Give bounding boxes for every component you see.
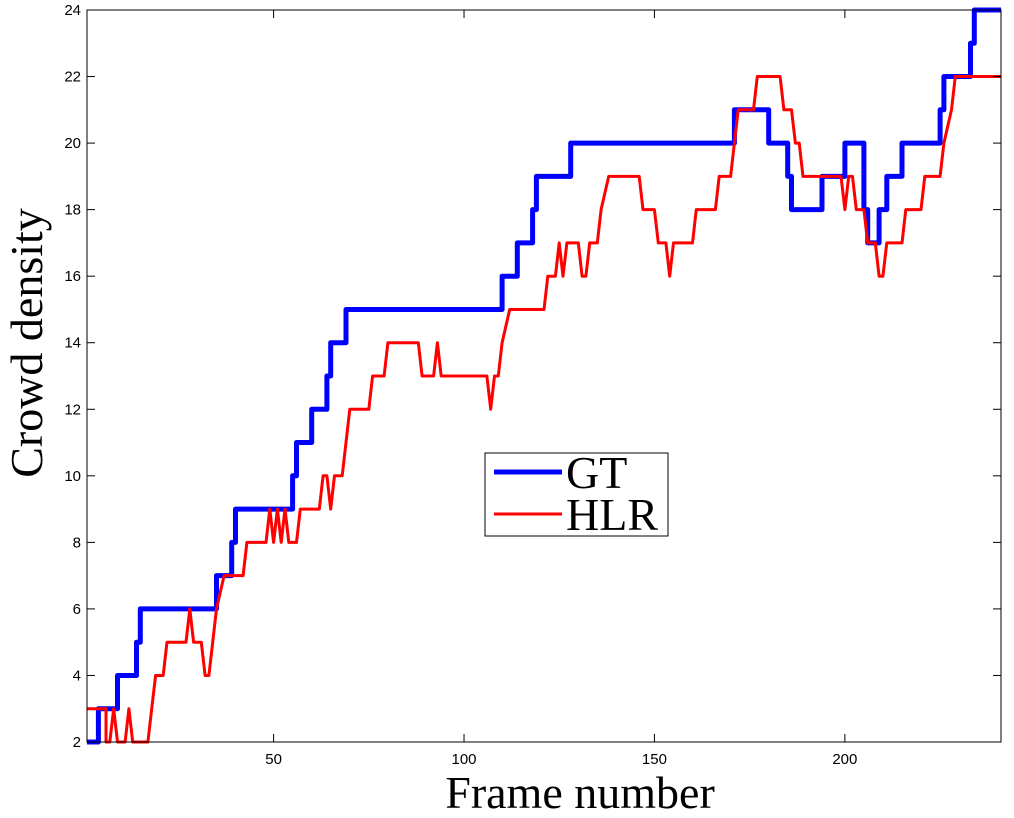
y-axis-title: Crowd density: [1, 208, 52, 478]
x-tick-label: 200: [832, 751, 857, 768]
x-tick-label: 100: [452, 751, 477, 768]
y-tick-label: 12: [64, 401, 81, 418]
series-line-hlr: [87, 75, 1001, 744]
y-tick-label: 6: [73, 601, 81, 618]
legend: GT HLR: [484, 447, 669, 540]
y-tick-label: 16: [64, 268, 81, 285]
y-tick-label: 10: [64, 468, 81, 485]
x-axis-title: Frame number: [445, 767, 715, 818]
legend-label-hlr: HLR: [566, 489, 658, 540]
legend-label-gt: GT: [566, 447, 627, 498]
y-tick-label: 14: [64, 335, 81, 352]
plot-frame: [86, 9, 1002, 743]
x-tick-label: 50: [265, 751, 282, 768]
y-tick-label: 24: [64, 2, 81, 19]
y-tick-label: 4: [73, 667, 81, 684]
y-tick-label: 2: [73, 734, 81, 751]
y-tick-label: 20: [64, 135, 81, 152]
y-tick-label: 8: [73, 534, 81, 551]
y-tick-label: 18: [64, 202, 81, 219]
x-tick-label: 150: [642, 751, 667, 768]
y-tick-label: 22: [64, 69, 81, 86]
series-layer: [87, 7, 1001, 745]
series-line-gt: [87, 7, 1001, 745]
legend-box: [484, 452, 669, 537]
